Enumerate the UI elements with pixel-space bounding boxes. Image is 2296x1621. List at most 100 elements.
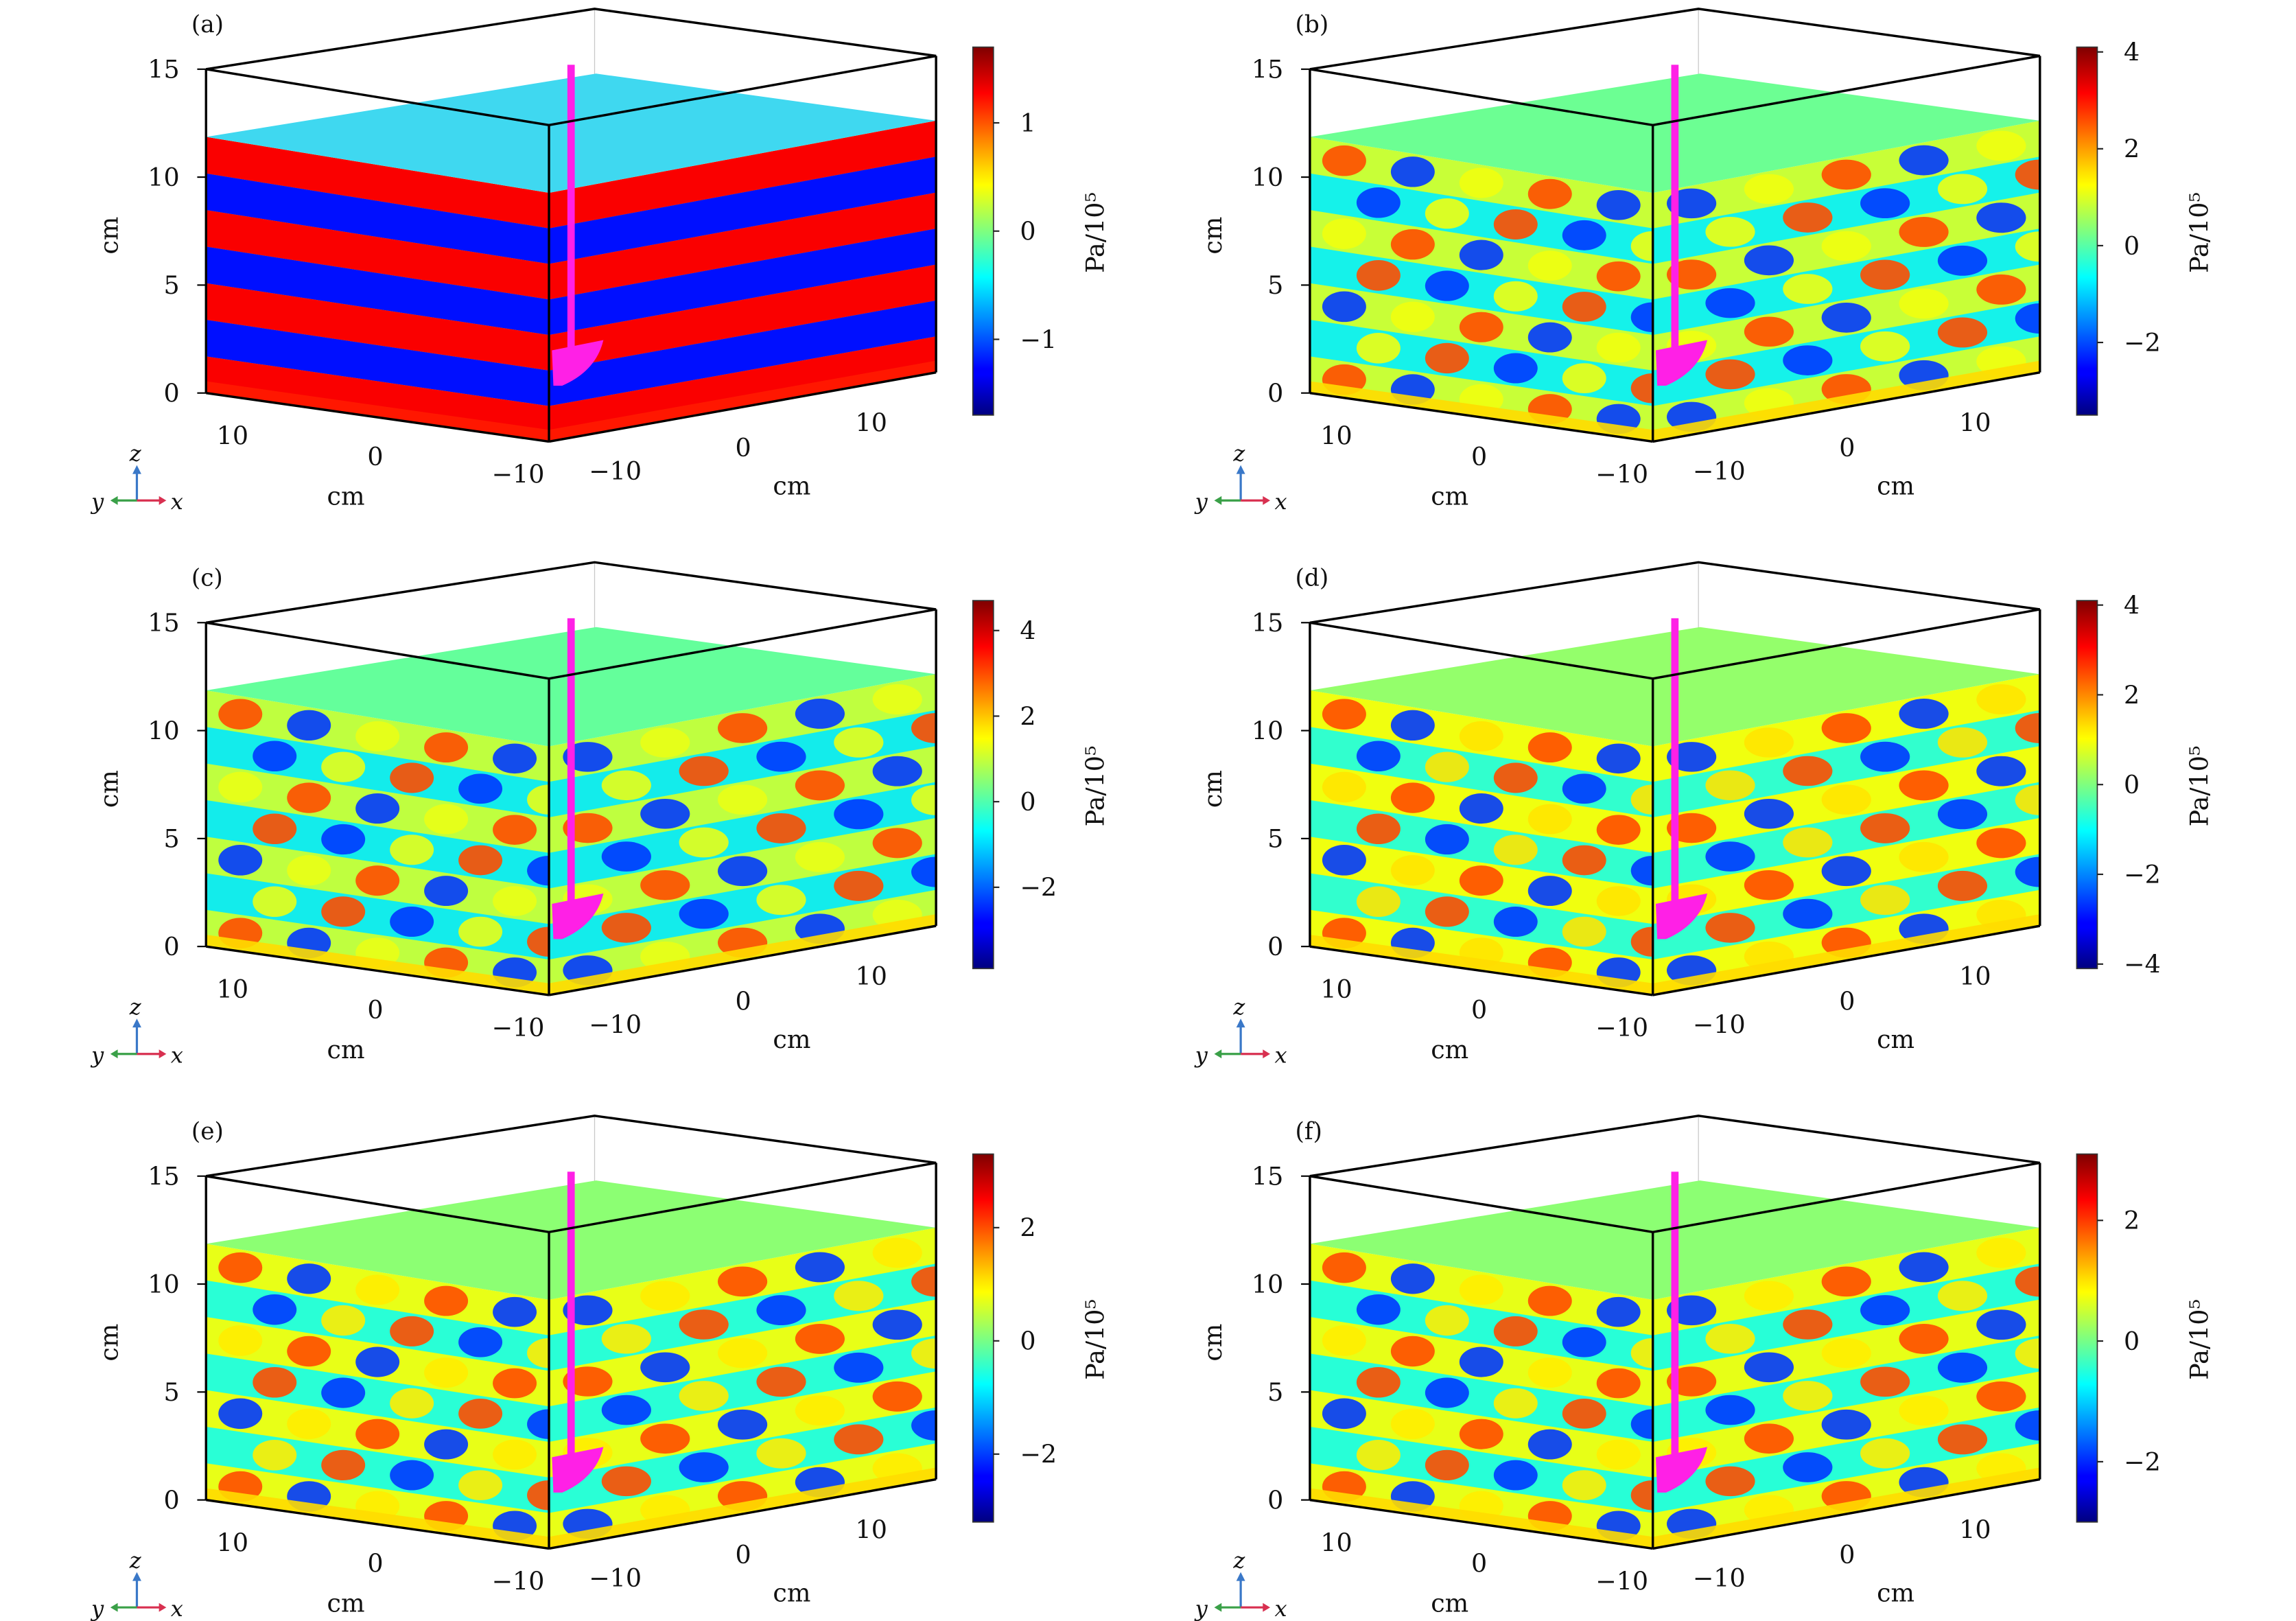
field-band bbox=[549, 120, 937, 229]
pressure-blob bbox=[640, 727, 690, 758]
colorbar-tick-label: 2 bbox=[1020, 1213, 1035, 1243]
pressure-blob bbox=[872, 828, 922, 859]
y-tick-label: 0 bbox=[367, 442, 383, 471]
triad-x-arrowhead bbox=[159, 1602, 167, 1612]
x-tick-label: −10 bbox=[589, 456, 642, 486]
z-tick-label: 5 bbox=[1267, 1377, 1283, 1407]
x-tick-label: −10 bbox=[589, 1563, 642, 1593]
triad-x-arrowhead bbox=[1263, 495, 1271, 505]
pressure-blob bbox=[795, 841, 845, 872]
pressure-blob bbox=[493, 1296, 537, 1327]
triad-x-arrowhead bbox=[1263, 1049, 1271, 1059]
pressure-blob bbox=[390, 762, 434, 793]
z-tick-label: 0 bbox=[1267, 932, 1283, 961]
field-rim bbox=[1309, 934, 1653, 995]
triad-z-label: z bbox=[1232, 440, 1245, 466]
triad-x-label: x bbox=[171, 489, 183, 515]
pressure-blob bbox=[1821, 713, 1871, 743]
field-band bbox=[549, 229, 937, 336]
pressure-blob bbox=[1390, 1336, 1435, 1367]
pressure-blob bbox=[563, 742, 613, 772]
pressure-blob bbox=[493, 815, 537, 845]
pressure-blob bbox=[795, 1252, 845, 1283]
pressure-blob bbox=[1356, 1440, 1401, 1471]
y-axis-label: cm bbox=[327, 482, 365, 511]
triad-z-arrowhead bbox=[1236, 1018, 1245, 1028]
pressure-blob bbox=[563, 1366, 613, 1397]
impeller-shaft bbox=[567, 65, 575, 360]
pressure-blob bbox=[287, 855, 331, 886]
pressure-blob bbox=[834, 1352, 884, 1383]
pressure-blob bbox=[1630, 373, 1653, 404]
z-tick-label: 5 bbox=[1267, 824, 1283, 854]
pressure-blob bbox=[1783, 1309, 1833, 1340]
y-tick-label: 0 bbox=[1471, 442, 1487, 471]
triad-y-arrowhead bbox=[1214, 1602, 1222, 1612]
pressure-blob bbox=[1425, 270, 1469, 301]
pressure-blob bbox=[601, 913, 651, 943]
x-tick-label: 10 bbox=[1959, 1515, 1991, 1544]
box-edge-bottom-left bbox=[206, 391, 550, 443]
pressure-blob bbox=[756, 813, 806, 843]
pressure-blob bbox=[795, 1323, 845, 1354]
panel-label: (d) bbox=[1295, 565, 1328, 592]
pressure-blob bbox=[1744, 870, 1794, 900]
pressure-blob bbox=[321, 824, 366, 855]
pressure-blob bbox=[1666, 259, 1717, 290]
pressure-blob bbox=[1562, 916, 1606, 947]
pressure-blob bbox=[1596, 189, 1641, 220]
pressure-blob bbox=[287, 1336, 331, 1367]
y-tick-label: 10 bbox=[217, 1528, 248, 1558]
pressure-blob bbox=[1493, 281, 1538, 312]
pressure-blob bbox=[1976, 684, 2026, 715]
z-tick-label: 0 bbox=[1267, 1485, 1283, 1515]
pressure-blob bbox=[1705, 841, 1755, 872]
pressure-blob bbox=[1527, 178, 1572, 209]
pressure-blob bbox=[1562, 1470, 1606, 1500]
pressure-blob bbox=[1783, 1381, 1833, 1411]
pressure-blob bbox=[1390, 782, 1435, 813]
pressure-blob bbox=[1322, 771, 1366, 803]
z-tick-label: 5 bbox=[1267, 270, 1283, 300]
x-axis-label: cm bbox=[773, 471, 810, 501]
pressure-blob bbox=[1821, 1338, 1871, 1368]
x-axis-label: cm bbox=[1877, 471, 1914, 501]
pressure-blob bbox=[1459, 1419, 1503, 1449]
z-tick-label: 0 bbox=[163, 932, 179, 961]
pressure-blob bbox=[1596, 1368, 1641, 1399]
box-edge-bottom-right bbox=[1652, 371, 2041, 443]
colorbar-label: Pa/10⁵ bbox=[2184, 1299, 2214, 1380]
colorbar-tick-label: 4 bbox=[1020, 616, 1035, 646]
panel-f: (f) 0 5 10 15 cm 10 0 −10 cm −10 0 10 cm 2 0 −2 Pa/10⁵ z x y bbox=[1194, 1115, 2214, 1621]
y-tick-label: −10 bbox=[492, 1013, 545, 1042]
pressure-blob bbox=[1860, 331, 1910, 362]
triad-y-label: y bbox=[1194, 1042, 1208, 1069]
pressure-blob bbox=[1527, 1429, 1572, 1460]
pressure-blob bbox=[795, 699, 845, 729]
y-tick-label: 10 bbox=[217, 975, 248, 1004]
pressure-blob bbox=[1899, 1395, 1949, 1426]
y-axis-label: cm bbox=[1431, 482, 1468, 511]
pressure-blob bbox=[1390, 1263, 1435, 1294]
pressure-blob bbox=[1744, 174, 1794, 205]
pressure-blob bbox=[795, 770, 845, 801]
colorbar-tick-label: 0 bbox=[2124, 1327, 2140, 1356]
colorbar-tick-label: 2 bbox=[1020, 701, 1035, 731]
pressure-blob bbox=[1356, 187, 1401, 218]
colorbar-tick-label: 4 bbox=[2124, 38, 2140, 67]
pressure-blob bbox=[1390, 1408, 1435, 1439]
pressure-blob bbox=[1744, 1281, 1794, 1311]
z-axis-label: cm bbox=[95, 1324, 124, 1362]
z-tick-label: 15 bbox=[148, 608, 179, 638]
panel-label: (b) bbox=[1295, 11, 1328, 38]
pressure-blob bbox=[1459, 312, 1503, 342]
field-band bbox=[206, 283, 550, 371]
pressure-blob bbox=[1744, 1423, 1794, 1454]
y-tick-label: −10 bbox=[1595, 1013, 1648, 1042]
field-band bbox=[549, 192, 937, 300]
pressure-blob bbox=[1783, 1452, 1833, 1482]
colorbar bbox=[2076, 600, 2098, 970]
x-tick-label: 10 bbox=[856, 961, 887, 991]
impeller-blade bbox=[552, 340, 604, 386]
